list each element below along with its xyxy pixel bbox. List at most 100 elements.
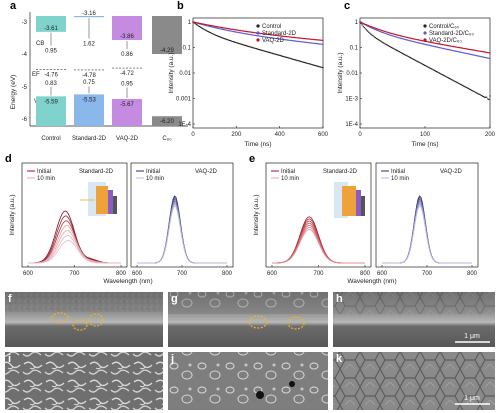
inset-layer [361,196,365,216]
decay-point [373,27,375,29]
y-tick-label: 1E-4 [345,122,358,128]
decay-point [221,37,224,39]
decay-point [278,38,280,40]
decay-point [445,76,447,78]
decay-point [463,85,465,87]
legend-marker [256,38,260,42]
decay-point [284,56,286,58]
decay-point [317,65,320,68]
decay-point [273,34,275,36]
decay-point [477,93,479,95]
decay-point [309,42,311,44]
decay-point [406,36,408,39]
decay-point [240,30,242,32]
decay-point [261,32,263,35]
decay-point [305,62,308,64]
decay-point [366,30,369,32]
decay-point [482,95,485,98]
decay-point [305,38,308,40]
decay-point [475,54,477,57]
decay-point [373,36,375,38]
decay-point [411,37,414,40]
decay-point [293,40,296,42]
decay-point [252,34,254,36]
sem-texture [333,292,495,314]
decay-point [290,36,292,38]
decay-point [397,34,399,36]
decay-point [210,26,213,28]
decay-point [433,69,435,72]
decay-point [385,33,387,35]
vb-value: -5.59 [44,99,58,105]
decay-point [245,45,248,47]
panel-e-device-inset [334,182,365,218]
decay-point [468,88,470,90]
decay-point [219,28,221,30]
decay-point [249,33,251,36]
decay-point [413,38,416,40]
decay-point [272,37,274,39]
decay-point [222,27,225,29]
decay-point [393,48,395,50]
decay-point [376,38,379,40]
decay-point [474,54,476,56]
legend-label: Initial [281,169,295,175]
decay-point [458,51,461,53]
decay-point [195,23,197,26]
decay-point [288,57,290,59]
decay-point [454,50,456,52]
decay-point [281,35,284,37]
decay-point [309,63,311,65]
decay-point [382,31,384,34]
decay-point [446,44,449,47]
decay-point [394,33,396,36]
decay-point [253,31,255,34]
decay-point [220,26,223,29]
decay-point [286,39,288,41]
decay-point [448,49,451,51]
decay-point [322,39,324,42]
decay-point [405,39,407,41]
decay-point [238,31,240,34]
decay-point [214,25,216,27]
decay-point [375,37,378,40]
panel-b-label: b [177,0,184,12]
decay-point [218,27,220,30]
decay-point [274,37,276,40]
decay-point [321,39,323,41]
decay-point [386,31,388,33]
legend-label: 10 min [391,176,409,182]
decay-point [291,40,294,42]
decay-point [231,28,233,30]
decay-point [268,36,271,39]
decay-point [312,38,314,41]
decay-point [268,33,271,36]
cb-value: -4.29 [160,48,174,54]
decay-point [383,42,385,44]
decay-point [258,49,261,51]
pl-spectrum [272,224,365,264]
decay-point [466,48,468,50]
decay-point [266,36,268,38]
sem-void [289,381,295,387]
decay-point [302,61,304,63]
x-tick-label: 800 [222,271,233,277]
decay-point [466,87,468,89]
decay-point [212,26,214,28]
decay-point [429,44,431,47]
decay-point [447,48,450,51]
decay-point [215,25,217,28]
decay-point [470,89,473,91]
decay-point [374,36,376,39]
decay-point [312,42,314,44]
category-label: VAQ-2D [116,136,139,142]
decay-point [397,36,399,39]
y-tick-label: 0.01 [346,71,358,77]
legend-label: 10 min [281,176,299,182]
panel-a-ylabel: Energy (eV) [10,75,17,110]
pl-spectrum [382,205,472,264]
decay-point [410,57,412,59]
decay-point [237,42,239,44]
vb-bar [112,98,142,126]
